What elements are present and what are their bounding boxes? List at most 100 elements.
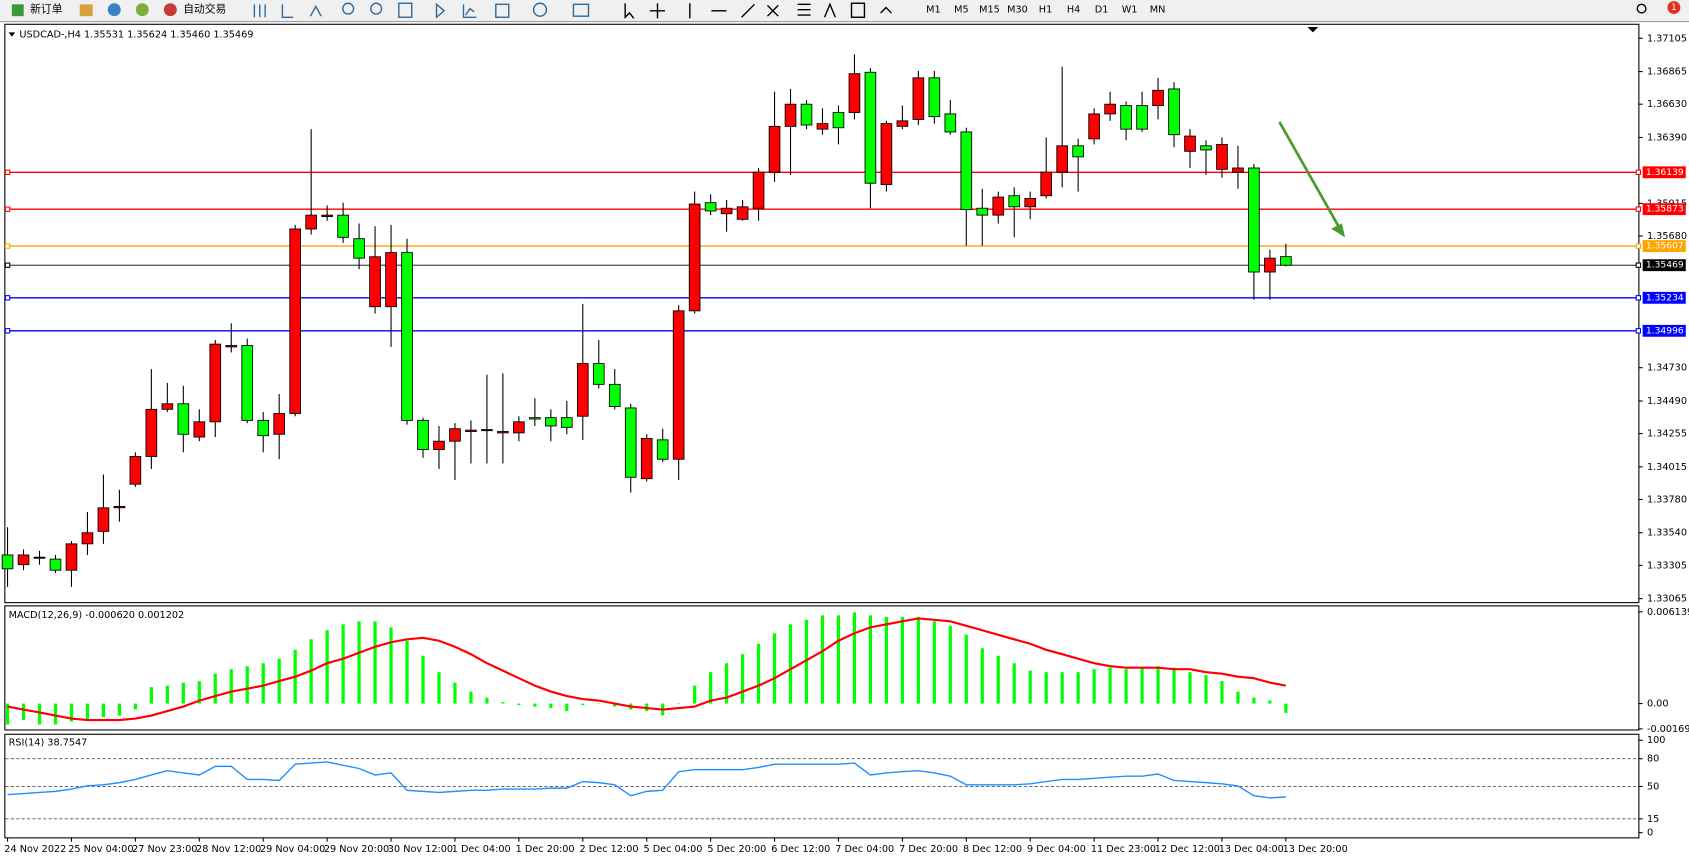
candle-body	[81, 532, 94, 545]
y-tick-label: 1.36390	[1647, 132, 1687, 143]
macd-bar	[996, 655, 1000, 704]
candle-body	[1280, 256, 1292, 266]
icon[interactable]	[79, 4, 93, 17]
candle-body	[305, 214, 317, 230]
annotation-arrow	[1278, 121, 1346, 238]
icon[interactable]	[624, 3, 635, 19]
icon[interactable]	[823, 2, 836, 18]
macd-bar	[325, 630, 329, 704]
new-order-label[interactable]: 新订单	[30, 3, 63, 16]
macd-bar	[852, 612, 857, 704]
x-tick-label: 25 Nov 04:00	[68, 844, 133, 855]
x-tick-label: 5 Dec 04:00	[643, 844, 702, 855]
icon[interactable]	[253, 4, 266, 18]
level-handle	[4, 328, 11, 334]
macd-bar	[213, 673, 217, 704]
y-tick-label: 1.33540	[1647, 528, 1687, 539]
level-label: 1.35469	[1646, 260, 1684, 271]
timeframe-button[interactable]: M5	[954, 5, 969, 16]
icon[interactable]	[880, 6, 892, 14]
icon[interactable]	[370, 2, 383, 15]
macd-bar	[389, 627, 393, 704]
timeframe-button[interactable]: M1	[926, 5, 941, 16]
level-label-box	[1642, 324, 1686, 337]
candle-body	[704, 202, 717, 212]
auto-trading-button[interactable]: 自动交易	[163, 3, 226, 17]
y-tick-label: 1.36865	[1647, 67, 1687, 78]
icon[interactable]	[309, 5, 322, 17]
candle-body	[1072, 145, 1084, 158]
macd-bar	[1172, 667, 1176, 704]
candle-body	[1040, 171, 1053, 197]
candle-body	[800, 103, 813, 126]
macd-bar	[181, 682, 185, 704]
macd-bar	[421, 655, 425, 704]
icon[interactable]	[766, 4, 779, 17]
icon[interactable]	[532, 2, 548, 17]
timeframe-button[interactable]: MN	[1150, 5, 1166, 16]
y-tick-label: -0.001692	[1647, 724, 1689, 735]
arrow-shaft	[1278, 121, 1340, 228]
toolbar-bg	[0, 0, 1689, 22]
icon[interactable]	[572, 3, 590, 17]
macd-bar	[1252, 697, 1256, 704]
macd-bar	[597, 703, 601, 705]
new-order-button[interactable]: 新订单	[11, 3, 63, 17]
candle-body	[145, 408, 158, 457]
icon[interactable]	[649, 3, 666, 19]
level-handle	[1635, 169, 1642, 175]
level-label-box	[1642, 259, 1686, 272]
macd-bar	[341, 624, 345, 704]
macd-bar	[1028, 670, 1032, 704]
macd-bar	[724, 663, 729, 704]
notification[interactable]: 1	[1667, 1, 1681, 15]
icon[interactable]	[281, 4, 294, 18]
icon[interactable]	[797, 3, 811, 16]
timeframe-button[interactable]: W1	[1122, 5, 1138, 16]
macd-bar	[1012, 663, 1016, 704]
icon[interactable]	[342, 2, 355, 15]
icon[interactable]	[435, 2, 446, 19]
candle-body	[768, 125, 781, 173]
icon[interactable]	[135, 3, 149, 17]
icon[interactable]	[495, 3, 510, 18]
search-icon[interactable]	[1636, 3, 1647, 14]
x-tick-label: 9 Dec 04:00	[1027, 844, 1086, 855]
candle-body	[513, 421, 525, 434]
timeframe-button[interactable]: H1	[1039, 5, 1052, 16]
icon[interactable]	[398, 2, 413, 18]
candle-body	[752, 171, 765, 209]
level-handle	[4, 169, 11, 175]
macd-bar	[677, 703, 681, 705]
level-handle	[1635, 243, 1642, 249]
candle-body	[992, 196, 1005, 216]
icon[interactable]	[107, 3, 121, 17]
y-tick-label: 1.34730	[1647, 363, 1687, 374]
macd-bar	[149, 687, 153, 704]
icon[interactable]	[462, 4, 477, 18]
auto-trading-label[interactable]: 自动交易	[183, 3, 226, 16]
timeframe-button[interactable]: H4	[1067, 5, 1080, 16]
candle-body	[481, 429, 493, 432]
candle-body	[592, 363, 605, 385]
y-tick-label: 15	[1647, 814, 1659, 825]
timeframe-button[interactable]: D1	[1095, 5, 1109, 16]
candle-body	[433, 440, 445, 450]
icon[interactable]	[741, 3, 755, 18]
x-tick-label: 13 Dec 20:00	[1283, 844, 1348, 855]
level-handle	[4, 243, 11, 249]
timeframe-button[interactable]: M15	[979, 5, 1000, 16]
macd-bar	[229, 669, 233, 704]
y-tick-label: 0.00	[1647, 699, 1669, 710]
macd-bar	[900, 616, 904, 704]
macd-bar	[1076, 672, 1080, 704]
candle-body	[1168, 88, 1180, 136]
chart-shift-marker	[1307, 26, 1319, 33]
macd-bar	[1092, 669, 1096, 704]
macd-bar	[1236, 691, 1240, 704]
candle-body	[353, 238, 365, 259]
candle-body	[1024, 198, 1037, 208]
candle-body	[225, 345, 238, 348]
timeframe-button[interactable]: M30	[1007, 5, 1028, 16]
icon[interactable]	[850, 2, 866, 18]
